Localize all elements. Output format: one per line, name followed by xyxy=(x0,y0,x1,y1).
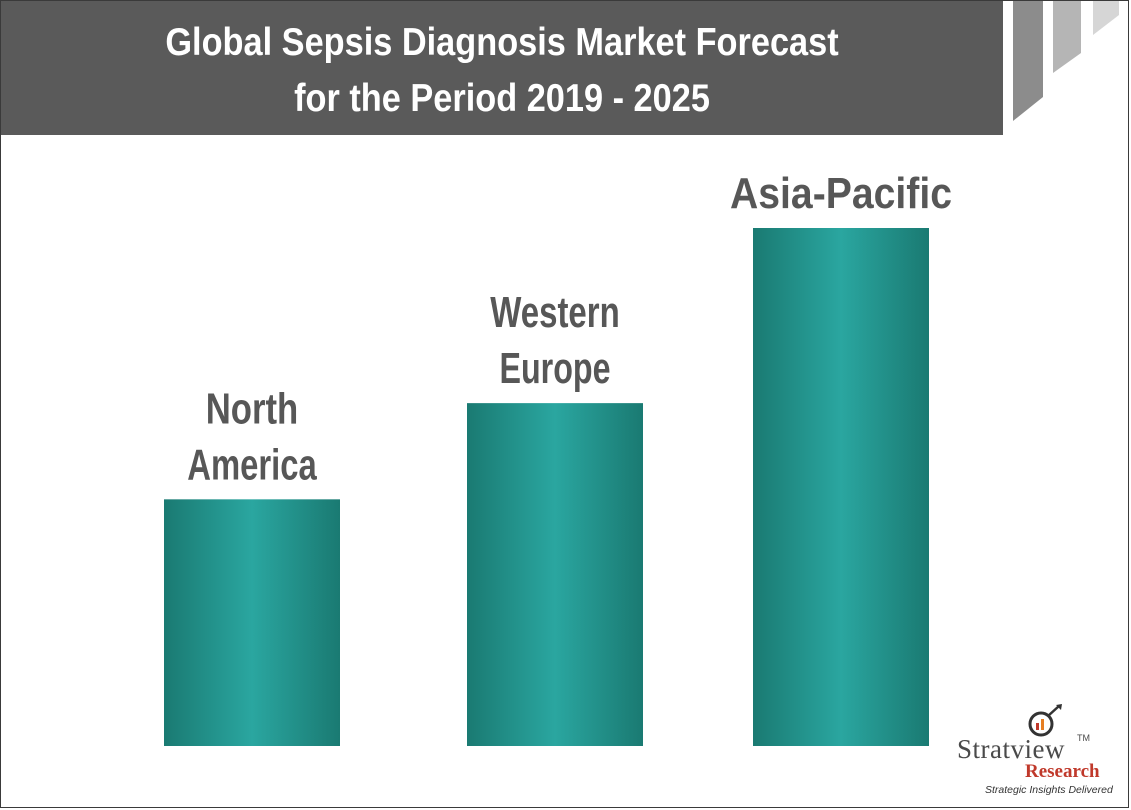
bar-asia-pacific xyxy=(753,228,929,746)
bar-western-europe xyxy=(467,403,643,746)
logo-research: Research xyxy=(1025,761,1100,782)
magnifier-chart-icon xyxy=(1028,704,1062,737)
category-label: Asia-Pacific xyxy=(730,169,952,218)
title-line-2: for the Period 2019 - 2025 xyxy=(294,77,710,120)
category-label: North America xyxy=(187,384,317,489)
category-label: Western Europe xyxy=(490,288,620,393)
stratview-logo: Stratview TM Research Strategic Insights… xyxy=(951,704,1121,804)
logo-name: Stratview xyxy=(957,734,1065,764)
chart-title: Global Sepsis Diagnosis Market Forecast … xyxy=(61,15,943,127)
logo-trademark: TM xyxy=(1077,733,1090,743)
title-line-1: Global Sepsis Diagnosis Market Forecast xyxy=(165,21,839,64)
bar-north-america xyxy=(164,499,340,746)
title-banner: Global Sepsis Diagnosis Market Forecast … xyxy=(1,1,1003,135)
logo-tagline: Strategic Insights Delivered xyxy=(985,784,1113,796)
decorative-stripes xyxy=(1013,1,1119,121)
